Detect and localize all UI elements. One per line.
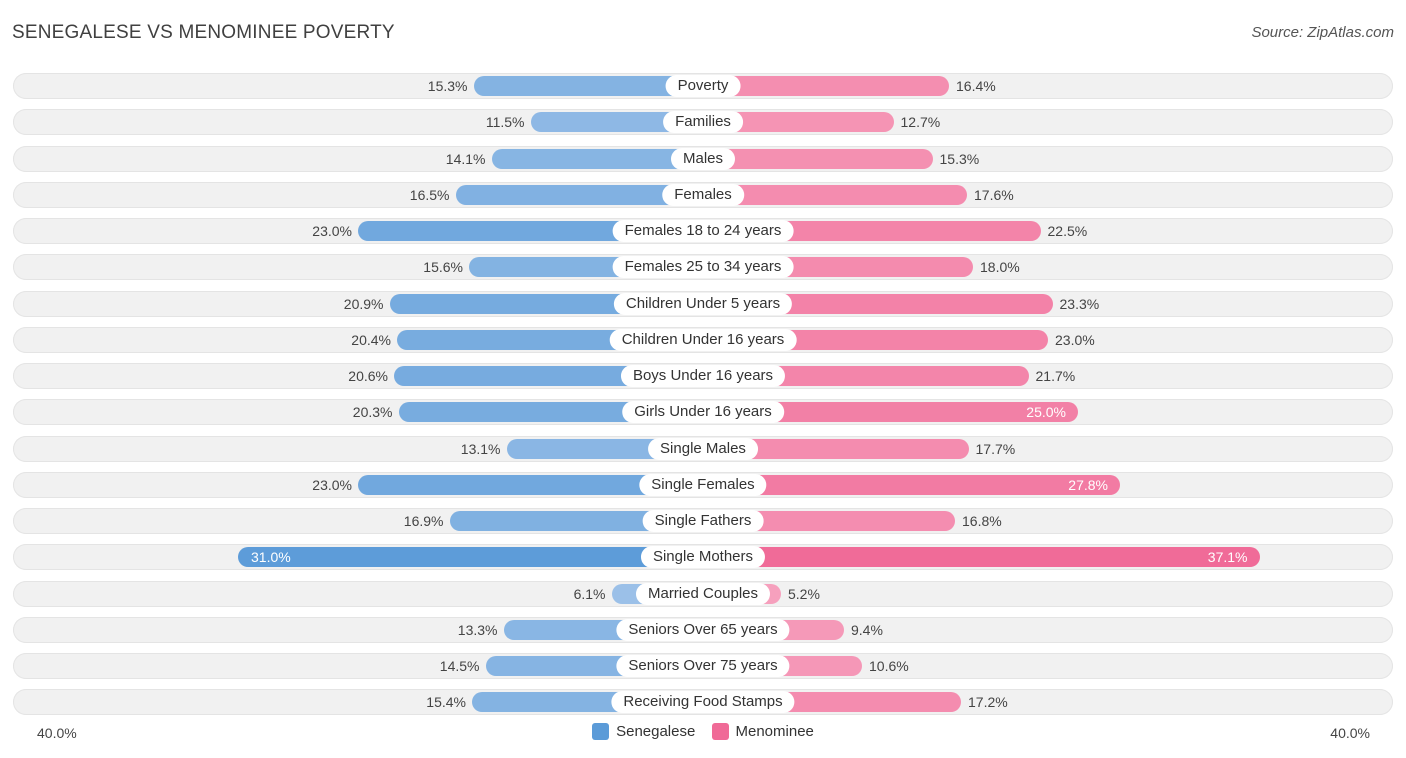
- value-label-senegalese: 16.5%: [409, 186, 450, 203]
- value-label-menominee: 17.7%: [975, 440, 1016, 457]
- category-label: Poverty: [665, 75, 741, 97]
- value-label-menominee: 27.8%: [1068, 476, 1108, 493]
- bar-menominee[interactable]: [703, 148, 933, 169]
- bar-senegalese[interactable]: [473, 76, 703, 96]
- value-label-senegalese: 14.1%: [445, 150, 486, 167]
- value-label-menominee: 5.2%: [788, 585, 820, 602]
- bar-senegalese[interactable]: [238, 547, 703, 568]
- value-label-menominee: 23.0%: [1055, 331, 1095, 348]
- bar-menominee[interactable]: [703, 76, 949, 96]
- value-label-menominee: 17.6%: [974, 186, 1014, 203]
- bar-menominee[interactable]: [703, 438, 969, 459]
- category-label: Single Males: [648, 437, 758, 460]
- value-label-menominee: 21.7%: [1035, 368, 1076, 384]
- category-label: Males: [670, 147, 736, 170]
- category-label: Families: [663, 111, 743, 134]
- legend-swatch-menominee: [711, 723, 729, 740]
- value-label-senegalese: 13.1%: [460, 440, 501, 457]
- bar-menominee[interactable]: [703, 547, 1260, 568]
- value-label-senegalese: 15.3%: [427, 78, 468, 94]
- value-label-senegalese: 20.4%: [351, 331, 391, 348]
- category-label: Single Mothers: [640, 546, 766, 569]
- bar-menominee[interactable]: [703, 511, 955, 531]
- bar-menominee[interactable]: [703, 184, 967, 205]
- category-label: Single Fathers: [642, 510, 764, 532]
- value-label-menominee: 37.1%: [1207, 549, 1248, 566]
- value-label-senegalese: 15.6%: [423, 259, 463, 276]
- chart-title: SENEGALESE VS MENOMINEE POVERTY: [12, 22, 395, 43]
- category-label: Married Couples: [635, 582, 771, 605]
- value-label-menominee: 16.4%: [956, 78, 996, 94]
- value-label-senegalese: 14.5%: [439, 658, 480, 674]
- bar-senegalese[interactable]: [491, 148, 703, 169]
- value-label-senegalese: 11.5%: [485, 114, 525, 131]
- category-label: Seniors Over 65 years: [616, 618, 790, 641]
- value-label-senegalese: 20.9%: [343, 295, 384, 312]
- value-label-menominee: 22.5%: [1047, 223, 1088, 239]
- category-label: Boys Under 16 years: [620, 365, 786, 387]
- category-label: Children Under 16 years: [609, 328, 797, 351]
- value-label-senegalese: 20.6%: [348, 368, 388, 384]
- value-label-senegalese: 20.3%: [352, 404, 393, 421]
- value-label-menominee: 25.0%: [1026, 404, 1066, 421]
- legend-label-menominee: Menominee: [735, 723, 814, 740]
- bar-senegalese[interactable]: [358, 474, 703, 495]
- value-label-menominee: 12.7%: [900, 114, 941, 131]
- value-label-senegalese: 23.0%: [312, 476, 352, 493]
- category-label: Girls Under 16 years: [622, 401, 784, 424]
- value-label-senegalese: 13.3%: [457, 621, 498, 638]
- value-label-menominee: 9.4%: [851, 621, 883, 638]
- bar-menominee[interactable]: [703, 112, 894, 133]
- value-label-senegalese: 31.0%: [251, 549, 291, 566]
- legend-item-menominee[interactable]: Menominee: [711, 723, 814, 740]
- source-credit: Source: ZipAtlas.com: [1251, 24, 1394, 41]
- category-label: Females 25 to 34 years: [612, 256, 794, 279]
- legend-swatch-senegalese: [592, 723, 610, 740]
- value-label-menominee: 17.2%: [968, 694, 1008, 711]
- bar-menominee[interactable]: [703, 402, 1078, 423]
- value-label-senegalese: 16.9%: [403, 513, 444, 529]
- value-label-menominee: 23.3%: [1059, 295, 1100, 312]
- category-label: Receiving Food Stamps: [611, 691, 795, 714]
- category-label: Females: [662, 183, 744, 206]
- bar-senegalese[interactable]: [449, 511, 703, 531]
- value-label-senegalese: 15.4%: [426, 694, 466, 711]
- value-label-menominee: 16.8%: [962, 513, 1002, 529]
- bar-senegalese[interactable]: [455, 184, 703, 205]
- value-label-menominee: 10.6%: [869, 658, 909, 674]
- category-label: Females 18 to 24 years: [612, 220, 794, 242]
- axis-left-label: 40.0%: [37, 725, 77, 741]
- value-label-senegalese: 6.1%: [573, 585, 606, 602]
- bar-menominee[interactable]: [703, 366, 1029, 386]
- legend-label-senegalese: Senegalese: [616, 723, 696, 740]
- legend: Senegalese Menominee: [0, 723, 1406, 744]
- value-label-menominee: 18.0%: [980, 259, 1020, 276]
- value-label-menominee: 15.3%: [939, 150, 980, 167]
- axis-right-label: 40.0%: [1330, 725, 1370, 741]
- legend-item-senegalese[interactable]: Senegalese: [592, 723, 695, 740]
- value-label-senegalese: 23.0%: [312, 223, 352, 239]
- category-label: Seniors Over 75 years: [616, 655, 790, 677]
- category-label: Children Under 5 years: [613, 292, 793, 315]
- bar-menominee[interactable]: [703, 474, 1120, 495]
- bar-senegalese[interactable]: [530, 112, 703, 133]
- category-label: Single Females: [639, 473, 767, 496]
